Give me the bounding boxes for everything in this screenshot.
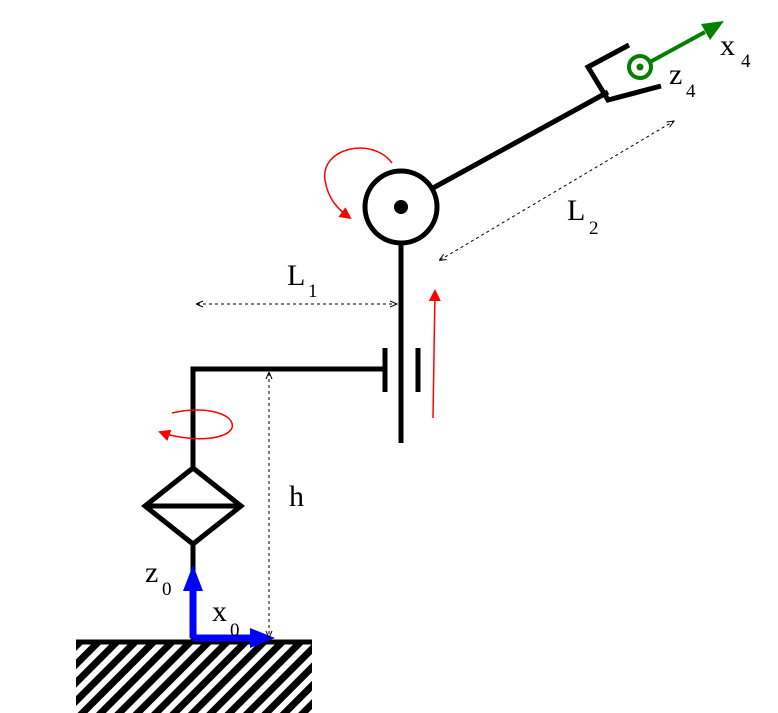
- label-z0-subscript: 0: [162, 579, 172, 600]
- rotation-base-icon: [158, 409, 233, 442]
- label-L2-subscript: 2: [589, 218, 599, 239]
- prismatic-joint: [382, 243, 421, 443]
- label-L1-subscript: 1: [308, 281, 318, 302]
- elbow-revolute-joint: [362, 168, 440, 246]
- label-L2: L: [567, 194, 585, 227]
- rotation-elbow-icon: [324, 147, 393, 220]
- label-x4-subscript: 4: [741, 51, 751, 72]
- label-L1: L: [287, 259, 305, 292]
- label-z4: z: [669, 58, 682, 91]
- base-revolute-joint: [140, 464, 246, 548]
- link-2: [431, 89, 610, 191]
- link-1: [190, 366, 385, 468]
- base-frame: [183, 565, 275, 648]
- prismatic-motion-icon: [428, 289, 441, 419]
- label-z4-subscript: 4: [686, 81, 696, 102]
- label-x4: x: [720, 29, 735, 62]
- end-effector-frame: [627, 21, 724, 80]
- label-x0: x: [212, 595, 227, 628]
- dimension-L2: [440, 121, 674, 260]
- label-z0: z: [145, 556, 158, 589]
- gripper: [584, 42, 662, 103]
- ground: [76, 639, 312, 713]
- label-x0-subscript: 0: [230, 620, 240, 641]
- label-h: h: [289, 480, 304, 513]
